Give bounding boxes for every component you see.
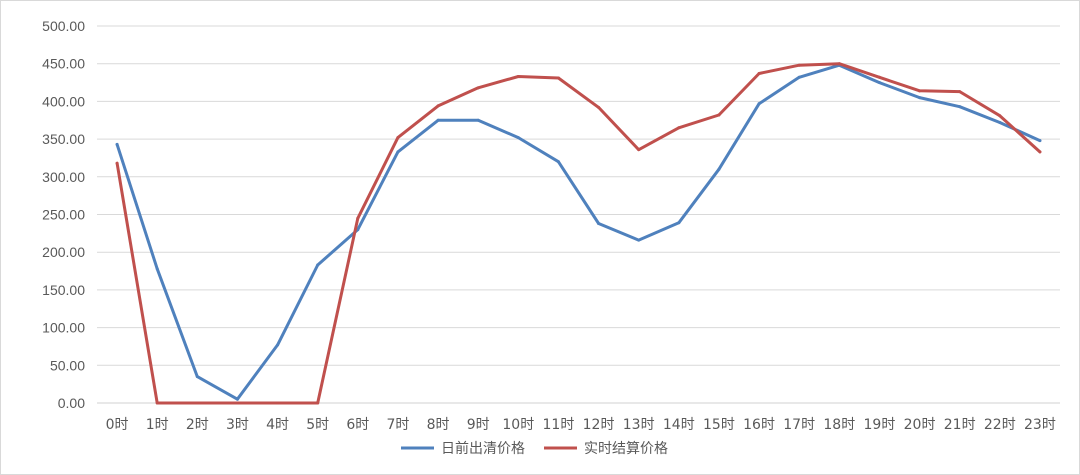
data-point: [958, 105, 962, 109]
x-tick-label: 17时: [783, 417, 815, 433]
y-tick-label: 300.00: [42, 169, 85, 185]
data-point: [316, 401, 320, 405]
y-tick-label: 250.00: [42, 207, 85, 223]
data-point: [797, 75, 801, 79]
x-tick-label: 23时: [1024, 417, 1056, 433]
data-point: [476, 86, 480, 90]
data-point: [276, 343, 280, 347]
x-tick-label: 6时: [346, 417, 369, 433]
data-point: [717, 113, 721, 117]
legend: 日前出清价格 实时结算价格: [401, 440, 668, 457]
x-tick-label: 15时: [703, 417, 735, 433]
data-point: [998, 121, 1002, 125]
data-point: [316, 263, 320, 267]
data-point: [1038, 150, 1042, 154]
y-tick-label: 350.00: [42, 131, 85, 147]
legend-label-1: 实时结算价格: [584, 441, 668, 457]
data-point: [396, 136, 400, 140]
data-point: [195, 401, 199, 405]
x-tick-label: 1时: [146, 417, 169, 433]
series-line-0: [115, 63, 1042, 401]
data-point: [556, 160, 560, 164]
x-tick-label: 18时: [823, 417, 855, 433]
legend-label-0: 日前出清价格: [441, 440, 525, 457]
data-point: [155, 401, 159, 405]
data-point: [115, 161, 119, 165]
x-tick-label: 3时: [226, 417, 249, 433]
data-point: [677, 221, 681, 225]
data-point: [155, 267, 159, 271]
y-tick-label: 0.00: [58, 395, 85, 411]
x-tick-label: 13时: [623, 417, 655, 433]
x-tick-label: 20时: [904, 417, 936, 433]
data-point: [516, 75, 520, 79]
data-point: [597, 105, 601, 109]
data-point: [717, 167, 721, 171]
data-point: [356, 228, 360, 232]
data-point: [276, 401, 280, 405]
data-point: [115, 142, 119, 146]
series-lines: [115, 62, 1042, 405]
x-tick-label: 21时: [944, 417, 976, 433]
data-point: [556, 76, 560, 80]
x-tick-label: 2时: [186, 417, 209, 433]
data-point: [877, 81, 881, 85]
data-point: [1038, 139, 1042, 143]
gridlines: [97, 25, 1060, 404]
x-tick-label: 11时: [543, 417, 575, 433]
y-tick-label: 50.00: [50, 357, 85, 373]
data-point: [476, 118, 480, 122]
data-point: [436, 118, 440, 122]
x-tick-label: 10时: [502, 417, 534, 433]
x-tick-label: 8时: [427, 417, 450, 433]
data-point: [837, 62, 841, 66]
x-tick-label: 12时: [583, 417, 615, 433]
data-point: [677, 126, 681, 130]
data-point: [637, 238, 641, 242]
x-tick-label: 16时: [743, 417, 775, 433]
y-tick-label: 100.00: [42, 320, 85, 336]
data-point: [516, 136, 520, 140]
data-point: [797, 63, 801, 67]
x-tick-label: 9时: [467, 417, 490, 433]
data-point: [597, 222, 601, 226]
x-tick-label: 5时: [306, 417, 329, 433]
series-line-1: [115, 62, 1042, 405]
data-point: [757, 102, 761, 106]
y-tick-label: 500.00: [42, 18, 85, 34]
data-point: [757, 72, 761, 76]
x-tick-label: 4时: [266, 417, 289, 433]
x-tick-label: 7时: [386, 417, 409, 433]
x-axis-ticks: 0时 1时 2时 3时 4时 5时 6时 7时 8时 9时 10时 11时 12时 13时 14时 15时 16…: [106, 417, 1056, 433]
data-point: [235, 401, 239, 405]
data-point: [637, 148, 641, 152]
data-point: [235, 397, 239, 401]
y-tick-label: 150.00: [42, 282, 85, 298]
data-point: [195, 375, 199, 379]
x-tick-label: 14时: [663, 417, 695, 433]
y-tick-label: 450.00: [42, 56, 85, 72]
data-point: [436, 104, 440, 108]
data-point: [918, 96, 922, 100]
y-axis-ticks: 0.00 50.00 100.00 150.00 200.00 250.00 300.00 3…: [42, 18, 85, 411]
data-point: [356, 216, 360, 220]
y-tick-label: 200.00: [42, 244, 85, 260]
data-point: [396, 150, 400, 154]
data-point: [958, 90, 962, 94]
y-tick-label: 400.00: [42, 93, 85, 109]
x-tick-label: 0时: [106, 417, 129, 433]
data-point: [998, 114, 1002, 118]
x-tick-label: 22时: [984, 417, 1016, 433]
data-point: [918, 89, 922, 93]
x-tick-label: 19时: [864, 417, 896, 433]
data-point: [877, 75, 881, 79]
